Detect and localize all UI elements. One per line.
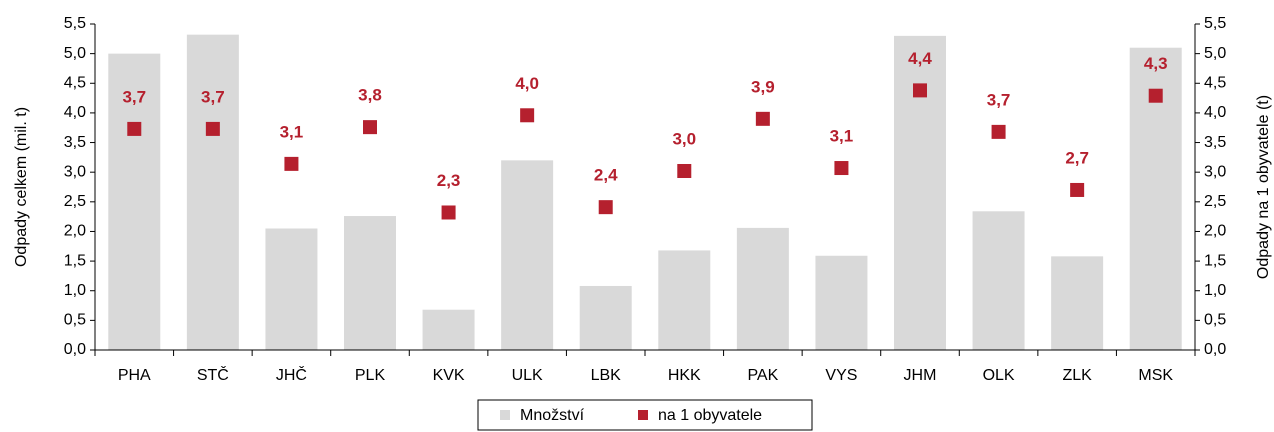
y2-tick-label: 1,0 bbox=[1204, 282, 1226, 299]
bar bbox=[894, 35, 946, 350]
marker bbox=[598, 200, 613, 215]
y-tick-label: 2,5 bbox=[64, 193, 86, 210]
data-label: 2,7 bbox=[1065, 148, 1089, 167]
x-tick-label: VYS bbox=[825, 367, 857, 384]
bar bbox=[1051, 256, 1104, 350]
data-label: 3,9 bbox=[751, 77, 775, 96]
y-axis-label: Odpady celkem (mil. t) bbox=[13, 107, 30, 267]
y-tick-label: 4,5 bbox=[64, 74, 86, 91]
x-tick-label: HKK bbox=[668, 367, 701, 384]
marker bbox=[205, 121, 220, 136]
y-tick-label: 0,5 bbox=[64, 312, 86, 329]
marker bbox=[991, 124, 1006, 139]
x-tick-label: STČ bbox=[197, 365, 229, 384]
marker bbox=[1148, 88, 1163, 103]
y2-tick-label: 0,5 bbox=[1204, 312, 1226, 329]
x-tick-label: PLK bbox=[355, 367, 386, 384]
data-label: 4,4 bbox=[908, 49, 932, 68]
bar bbox=[736, 227, 789, 350]
y2-tick-label: 4,5 bbox=[1204, 74, 1226, 91]
y2-tick-label: 3,5 bbox=[1204, 134, 1226, 151]
x-tick-label: MSK bbox=[1138, 367, 1173, 384]
x-tick-label: ULK bbox=[512, 367, 543, 384]
y2-tick-label: 0,0 bbox=[1204, 341, 1226, 358]
bar bbox=[972, 211, 1025, 350]
y-tick-label: 1,5 bbox=[64, 252, 86, 269]
data-label: 3,1 bbox=[830, 127, 854, 146]
data-label: 3,8 bbox=[358, 86, 382, 105]
x-tick-label: JHM bbox=[904, 367, 937, 384]
marker bbox=[284, 156, 299, 171]
y-tick-label: 3,0 bbox=[64, 163, 86, 180]
legend-label: Množství bbox=[520, 407, 585, 424]
data-label: 4,3 bbox=[1144, 54, 1168, 73]
legend-label: na 1 obyvatele bbox=[658, 407, 762, 424]
bar bbox=[344, 216, 396, 350]
marker bbox=[677, 163, 692, 178]
data-label: 3,7 bbox=[122, 87, 146, 106]
bar bbox=[579, 285, 632, 350]
marker bbox=[755, 111, 770, 126]
y2-tick-label: 3,0 bbox=[1204, 163, 1226, 180]
legend-swatch bbox=[500, 410, 510, 420]
bar bbox=[815, 255, 868, 350]
legend-swatch bbox=[638, 410, 648, 420]
y-tick-label: 5,5 bbox=[64, 15, 86, 32]
x-tick-label: KVK bbox=[433, 367, 465, 384]
marker bbox=[913, 83, 927, 98]
x-tick-label: PHA bbox=[118, 367, 151, 384]
data-label: 2,3 bbox=[437, 171, 461, 190]
y2-tick-label: 1,5 bbox=[1204, 252, 1226, 269]
y2-tick-label: 2,0 bbox=[1204, 223, 1226, 240]
marker bbox=[520, 108, 535, 123]
bar bbox=[186, 34, 239, 350]
bar bbox=[265, 228, 318, 350]
marker bbox=[441, 205, 456, 220]
y2-tick-label: 5,0 bbox=[1204, 45, 1226, 62]
y-tick-label: 4,0 bbox=[64, 104, 86, 121]
bar bbox=[658, 250, 711, 350]
x-tick-label: JHČ bbox=[276, 365, 307, 384]
y-tick-label: 3,5 bbox=[64, 134, 86, 151]
data-label: 2,4 bbox=[594, 166, 618, 185]
data-label: 3,7 bbox=[987, 90, 1011, 109]
y-tick-label: 0,0 bbox=[64, 341, 86, 358]
x-tick-label: PAK bbox=[747, 367, 778, 384]
bar bbox=[422, 309, 475, 350]
y2-tick-label: 5,5 bbox=[1204, 15, 1226, 32]
y-tick-label: 2,0 bbox=[64, 223, 86, 240]
x-tick-label: ZLK bbox=[1062, 367, 1092, 384]
data-label: 4,0 bbox=[515, 74, 539, 93]
y-tick-label: 1,0 bbox=[64, 282, 86, 299]
x-tick-label: LBK bbox=[591, 367, 622, 384]
y-tick-label: 5,0 bbox=[64, 45, 86, 62]
x-tick-label: OLK bbox=[983, 367, 1015, 384]
data-label: 3,7 bbox=[201, 87, 225, 106]
bar bbox=[108, 53, 161, 351]
y2-axis-label: Odpady na 1 obyvatele (t) bbox=[1255, 95, 1272, 279]
marker bbox=[834, 161, 849, 176]
marker bbox=[1070, 182, 1085, 197]
marker bbox=[363, 120, 377, 135]
y2-tick-label: 4,0 bbox=[1204, 104, 1226, 121]
data-label: 3,1 bbox=[280, 122, 304, 141]
y2-tick-label: 2,5 bbox=[1204, 193, 1226, 210]
data-label: 3,0 bbox=[672, 129, 696, 148]
marker bbox=[127, 121, 142, 136]
bar bbox=[501, 160, 554, 350]
